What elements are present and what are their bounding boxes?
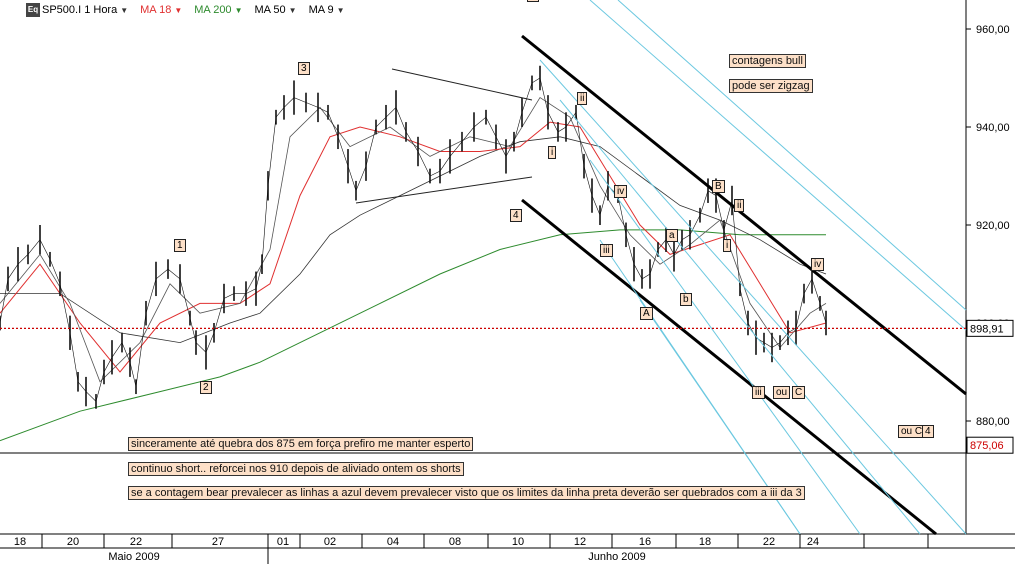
x-day-label: 18 xyxy=(14,536,26,548)
x-month-label: Maio 2009 xyxy=(108,551,159,563)
blue-channel-line xyxy=(589,0,967,331)
wave-label: ou C xyxy=(898,424,926,438)
x-day-label: 10 xyxy=(512,536,524,548)
y-tick-label: 920,00 xyxy=(976,220,1010,232)
note-continuo-short: continuo short.. reforcei nos 910 depois… xyxy=(128,462,464,476)
indicator-ma9[interactable]: MA 9 ▼ xyxy=(309,4,345,16)
x-day-label: 02 xyxy=(324,536,336,548)
equity-icon[interactable]: Eq xyxy=(26,3,40,17)
chart-series xyxy=(0,65,827,442)
black-channel-upper xyxy=(521,34,967,396)
chevron-down-icon: ▼ xyxy=(234,6,243,15)
chart-grid xyxy=(0,0,1015,549)
chevron-down-icon: ▼ xyxy=(174,6,183,15)
black-channel-lower xyxy=(521,198,937,536)
y-tick-label: 940,00 xyxy=(976,122,1010,134)
channel-lines xyxy=(355,0,967,536)
symbol-selector[interactable]: SP500.I 1 Hora ▼ xyxy=(42,4,128,16)
note-contagem-bear: se a contagem bear prevalecer as linhas … xyxy=(128,486,805,500)
x-day-label: 20 xyxy=(67,536,79,548)
chart-axes: 960,00940,00920,00900,00880,00898,91875,… xyxy=(0,24,1014,564)
x-day-label: 01 xyxy=(277,536,289,548)
wave-label: 4 xyxy=(510,209,522,223)
y-tick-label: 960,00 xyxy=(976,24,1010,36)
triangle-lower xyxy=(355,176,533,204)
price-line xyxy=(0,77,827,402)
x-day-label: 24 xyxy=(807,536,819,548)
wave-label: 3 xyxy=(298,62,310,76)
wave-label: 4 xyxy=(922,424,934,438)
wave-label: ii xyxy=(577,91,588,105)
wave-label: i xyxy=(548,145,557,159)
ma200-line xyxy=(0,229,826,442)
wave-label: ou xyxy=(773,385,791,399)
indicator-ma18-label: MA 18 xyxy=(140,4,172,16)
x-month-label: Junho 2009 xyxy=(588,551,646,563)
x-day-label: 04 xyxy=(387,536,399,548)
chevron-down-icon: ▼ xyxy=(336,6,345,15)
wave-label: iii xyxy=(600,243,613,257)
last-price-label: 898,91 xyxy=(970,323,1004,335)
chevron-down-icon: ▼ xyxy=(288,6,297,15)
x-day-label: 12 xyxy=(574,536,586,548)
symbol-label: SP500.I 1 Hora xyxy=(42,4,118,16)
level-marker-label: 875,06 xyxy=(970,440,1004,452)
x-day-label: 22 xyxy=(130,536,142,548)
blue-channel-line xyxy=(589,159,861,535)
wave-label: A xyxy=(640,307,653,321)
note-sinceramente: sinceramente até quebra dos 875 em força… xyxy=(128,437,474,451)
indicator-ma200[interactable]: MA 200 ▼ xyxy=(194,4,242,16)
x-day-label: 22 xyxy=(763,536,775,548)
note-zigzag: pode ser zigzag xyxy=(729,79,813,93)
chevron-down-icon: ▼ xyxy=(120,6,129,15)
blue-channel-line xyxy=(539,59,967,535)
x-day-label: 08 xyxy=(449,536,461,548)
x-day-label: 27 xyxy=(212,536,224,548)
blue-channel-line xyxy=(617,0,967,311)
wave-label: i xyxy=(723,238,732,252)
note-contagens-bull: contagens bull xyxy=(729,54,806,68)
wave-label: 2 xyxy=(200,380,212,394)
indicator-ma9-label: MA 9 xyxy=(308,4,334,16)
x-day-label: 18 xyxy=(699,536,711,548)
last-price-box xyxy=(966,319,1014,337)
ma9-line xyxy=(0,97,827,383)
wave-label: a xyxy=(666,228,678,242)
blue-channel-line xyxy=(559,99,921,535)
wave-label: iv xyxy=(811,258,825,272)
indicator-ma50[interactable]: MA 50 ▼ xyxy=(254,4,296,16)
wave-label: iv xyxy=(614,184,628,198)
level-marker-box xyxy=(966,436,1014,454)
indicator-ma50-label: MA 50 xyxy=(254,4,286,16)
wave-label: b xyxy=(680,292,692,306)
wave-label: iii xyxy=(752,385,765,399)
wave-label: ii xyxy=(734,199,745,213)
wave-label: 1 xyxy=(174,238,186,252)
wave-label: 3 xyxy=(527,0,539,2)
wave-label: C xyxy=(792,385,806,399)
chart-toolbar: Eq SP500.I 1 Hora ▼ MA 18 ▼ MA 200 ▼ MA 50 ▼… xyxy=(0,0,357,20)
x-day-label: 16 xyxy=(639,536,651,548)
indicator-ma18[interactable]: MA 18 ▼ xyxy=(140,4,182,16)
wave-label: B xyxy=(712,179,725,193)
ma18-line xyxy=(0,121,827,373)
indicator-ma200-label: MA 200 xyxy=(194,4,232,16)
y-tick-label: 880,00 xyxy=(976,416,1010,428)
triangle-upper xyxy=(391,68,533,101)
